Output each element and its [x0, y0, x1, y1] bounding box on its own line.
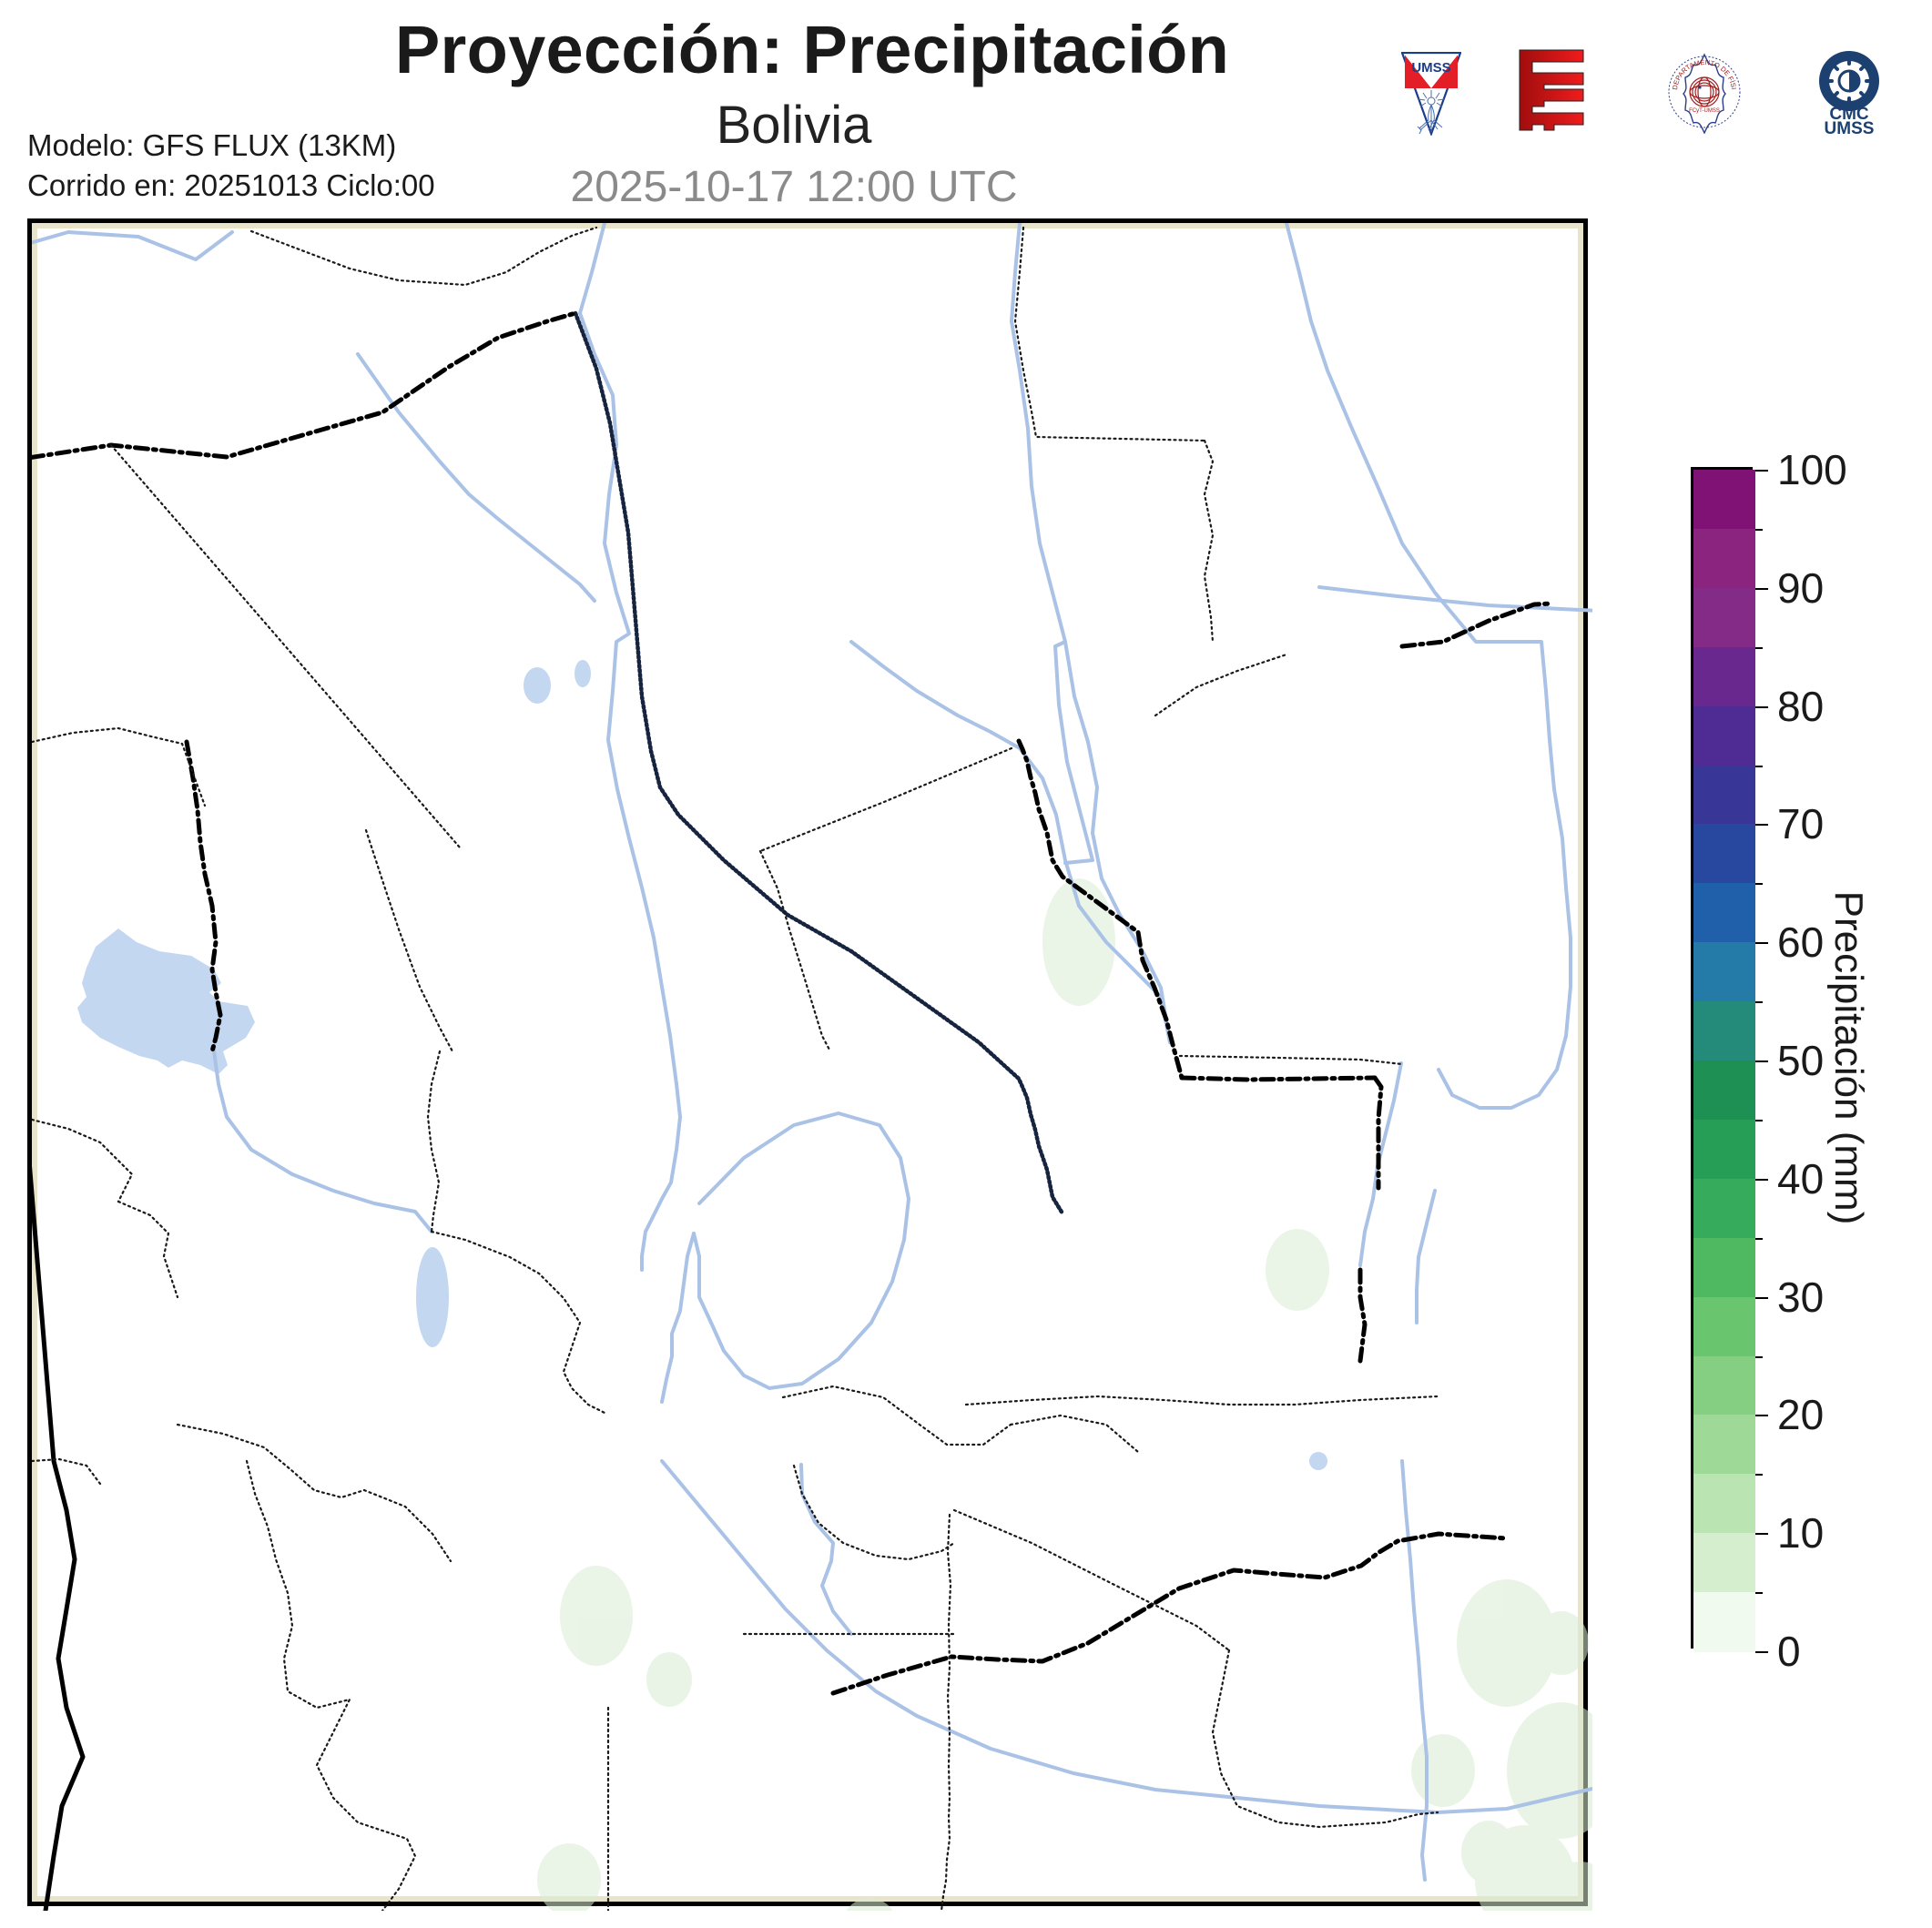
svg-text:DEPARTAMENTO DE FÍSICA: DEPARTAMENTO DE FÍSICA [1657, 50, 1738, 90]
svg-text:UMSS: UMSS [1825, 119, 1875, 134]
svg-text:UMSS: UMSS [1411, 60, 1450, 76]
svg-text:FCyT-UMSS: FCyT-UMSS [1689, 108, 1720, 114]
